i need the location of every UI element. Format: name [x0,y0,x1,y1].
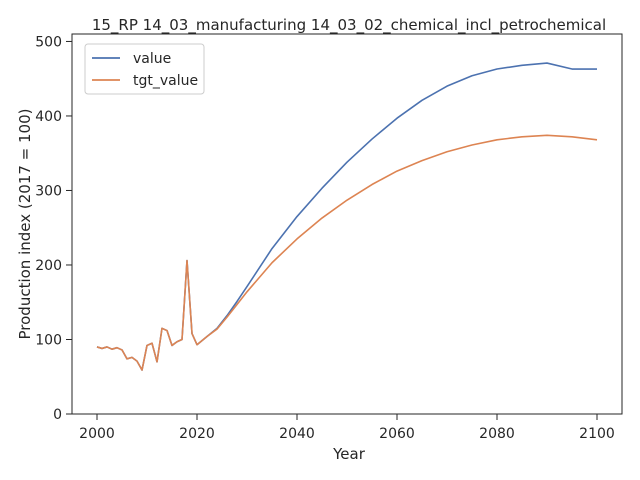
x-tick-label: 2100 [579,426,615,442]
legend-label-value: value [133,51,171,67]
legend-box [84,43,205,95]
y-tick-label: 200 [35,258,62,274]
y-tick-label: 300 [35,183,62,199]
y-tick-label: 0 [53,407,62,423]
y-axis-label: Production index (2017 = 100) [16,109,34,340]
x-axis-ticks: 2000 2020 2040 2060 2080 2100 [79,414,615,442]
chart-title: 15_RP 14_03_manufacturing 14_03_02_chemi… [92,16,606,35]
y-tick-label: 400 [35,109,62,125]
series-line-tgt_value [96,134,598,371]
y-tick-label: 500 [35,34,62,50]
y-tick-label: 100 [35,332,62,348]
legend: value tgt_value [84,43,205,95]
y-axis-ticks: 0 100 200 300 400 500 [35,34,72,423]
x-tick-label: 2020 [179,426,215,442]
x-tick-label: 2000 [79,426,115,442]
x-axis-label: Year [332,445,366,463]
x-tick-label: 2080 [479,426,515,442]
series-layer [96,62,598,371]
x-tick-label: 2060 [379,426,415,442]
x-tick-label: 2040 [279,426,315,442]
plot-frame [71,33,623,415]
legend-label-tgt_value: tgt_value [133,73,198,89]
